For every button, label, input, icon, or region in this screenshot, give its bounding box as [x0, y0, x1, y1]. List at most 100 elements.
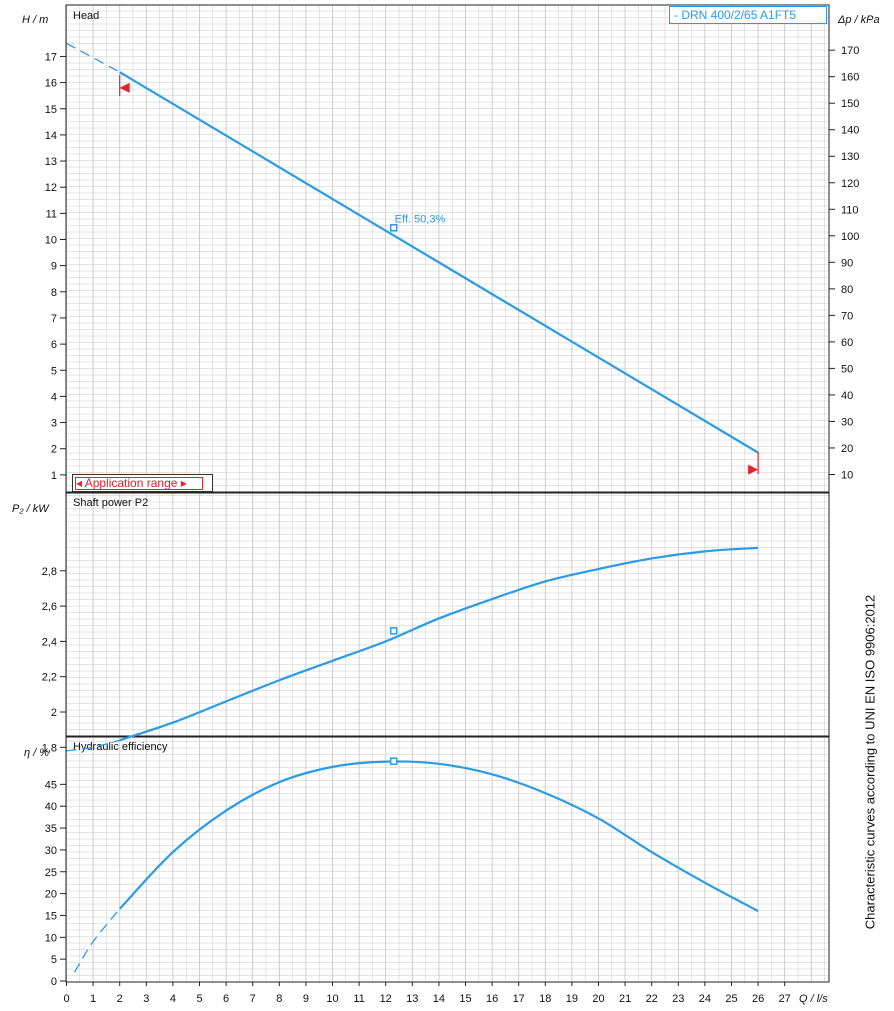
flow-tick-label: 3 — [143, 993, 149, 1005]
pressure-tick-label: 100 — [841, 231, 859, 243]
pressure-tick-label: 110 — [841, 204, 859, 216]
efficiency-tick-label: 40 — [45, 801, 57, 813]
flow-tick-label: 8 — [276, 993, 282, 1005]
flow-tick-label: 13 — [406, 993, 418, 1005]
flow-tick-label: 11 — [353, 993, 364, 1005]
flow-tick-label: 9 — [303, 993, 309, 1005]
flow-tick-label: 12 — [380, 993, 392, 1005]
flow-tick-label: 19 — [566, 993, 578, 1005]
pressure-tick-label: 150 — [841, 98, 859, 110]
head-tick-label: 15 — [45, 104, 57, 116]
head-tick-label: 2 — [51, 444, 57, 456]
pressure-tick-label: 50 — [841, 363, 853, 375]
head-tick-label: 6 — [51, 339, 57, 351]
head-tick-label: 10 — [45, 235, 57, 247]
flow-tick-label: 20 — [592, 993, 604, 1005]
head-tick-label: 12 — [45, 182, 57, 194]
flow-tick-label: 18 — [539, 993, 551, 1005]
application-range-box: ◂ Application range ▸ — [75, 477, 203, 490]
head-tick-label: 5 — [51, 365, 57, 377]
pressure-tick-label: 170 — [841, 45, 859, 57]
pressure-tick-label: 10 — [841, 469, 853, 481]
head-curve-dashed — [66, 42, 121, 73]
flow-tick-label: 15 — [459, 993, 471, 1005]
efficiency-tick-label: 30 — [45, 845, 57, 857]
head-tick-label: 3 — [51, 418, 57, 430]
pressure-tick-label: 90 — [841, 257, 853, 269]
efficiency-tick-label: 5 — [51, 954, 57, 966]
pressure-tick-label: 20 — [841, 443, 853, 455]
power-tick-label: 1,8 — [42, 742, 57, 754]
head-tick-label: 1 — [51, 470, 57, 482]
flow-tick-label: 17 — [513, 993, 525, 1005]
head-tick-label: 4 — [51, 391, 57, 403]
flow-tick-label: 22 — [646, 993, 658, 1005]
efficiency-tick-label: 35 — [45, 823, 57, 835]
application-range-legend: ◂ Application range ▸ — [72, 474, 213, 492]
pressure-tick-label: 70 — [841, 310, 853, 322]
head-tick-label: 16 — [45, 78, 57, 90]
power-axis-label: P₂ / kW — [12, 503, 50, 515]
flow-tick-label: 5 — [196, 993, 202, 1005]
efficiency-curve-dashed — [73, 908, 121, 973]
efficiency-tick-label: 10 — [45, 932, 57, 944]
flow-tick-label: 16 — [486, 993, 498, 1005]
power-tick-label: 2,2 — [42, 672, 57, 684]
efficiency-axis-label: η / % — [24, 747, 49, 759]
head-axis-label: H / m — [22, 14, 48, 26]
flow-tick-label: 2 — [117, 993, 123, 1005]
head-tick-label: 7 — [51, 313, 57, 325]
head-title: Head — [73, 10, 99, 22]
flow-tick-label: 21 — [619, 993, 631, 1005]
pressure-tick-label: 30 — [841, 416, 853, 428]
model-label: - DRN 400/2/65 A1FT5 — [669, 6, 827, 24]
panel-frame-0 — [65, 4, 830, 493]
power-title: Shaft power P2 — [73, 497, 148, 509]
efficiency-tick-label: 45 — [45, 779, 57, 791]
power-tick-label: 2,4 — [42, 636, 57, 648]
efficiency-curve-solid — [118, 760, 759, 913]
head-duty-point — [389, 223, 398, 232]
efficiency-annotation: Eff. 50,3% — [395, 214, 446, 226]
power-tick-label: 2 — [51, 707, 57, 719]
efficiency-tick-label: 25 — [45, 867, 57, 879]
flow-tick-label: 4 — [170, 993, 176, 1005]
efficiency-title: Hydraulic efficiency — [73, 741, 168, 753]
head-tick-label: 11 — [46, 208, 57, 220]
head-tick-label: 9 — [51, 261, 57, 273]
flow-tick-label: 23 — [672, 993, 684, 1005]
flow-tick-label: 25 — [725, 993, 737, 1005]
flow-tick-label: 0 — [63, 993, 69, 1005]
flow-tick-label: 1 — [90, 993, 96, 1005]
power-duty-point — [389, 627, 398, 635]
flow-tick-label: 7 — [250, 993, 256, 1005]
panel-grid-0 — [66, 5, 829, 493]
efficiency-tick-label: 0 — [51, 976, 57, 988]
pressure-tick-label: 120 — [841, 178, 859, 190]
flow-axis-label: Q / l/s — [799, 993, 828, 1005]
head-tick-label: 14 — [45, 130, 57, 142]
range-left-arrow-icon: ◂ — [76, 476, 83, 490]
pressure-tick-label: 160 — [841, 72, 859, 84]
range-right-arrow-icon: ▸ — [180, 476, 187, 490]
flow-tick-label: 14 — [433, 993, 445, 1005]
pressure-tick-label: 140 — [841, 125, 859, 137]
range-end-marker — [748, 464, 759, 475]
pressure-tick-label: 60 — [841, 337, 853, 349]
application-range-label: Application range — [84, 476, 178, 490]
flow-tick-label: 6 — [223, 993, 229, 1005]
panel-frame-1 — [65, 492, 830, 737]
head-curve-solid — [119, 71, 759, 454]
flow-tick-label: 10 — [326, 993, 338, 1005]
power-curve-solid — [119, 546, 759, 742]
power-curve-dashed — [66, 739, 120, 752]
flow-tick-label: 26 — [752, 993, 764, 1005]
pressure-tick-label: 40 — [841, 390, 853, 402]
head-tick-label: 13 — [45, 156, 57, 168]
efficiency-tick-label: 20 — [45, 889, 57, 901]
flow-tick-label: 24 — [699, 993, 711, 1005]
efficiency-duty-point — [389, 757, 398, 765]
pressure-axis-label: Δp / kPa — [837, 14, 880, 26]
pressure-tick-label: 130 — [841, 151, 859, 163]
